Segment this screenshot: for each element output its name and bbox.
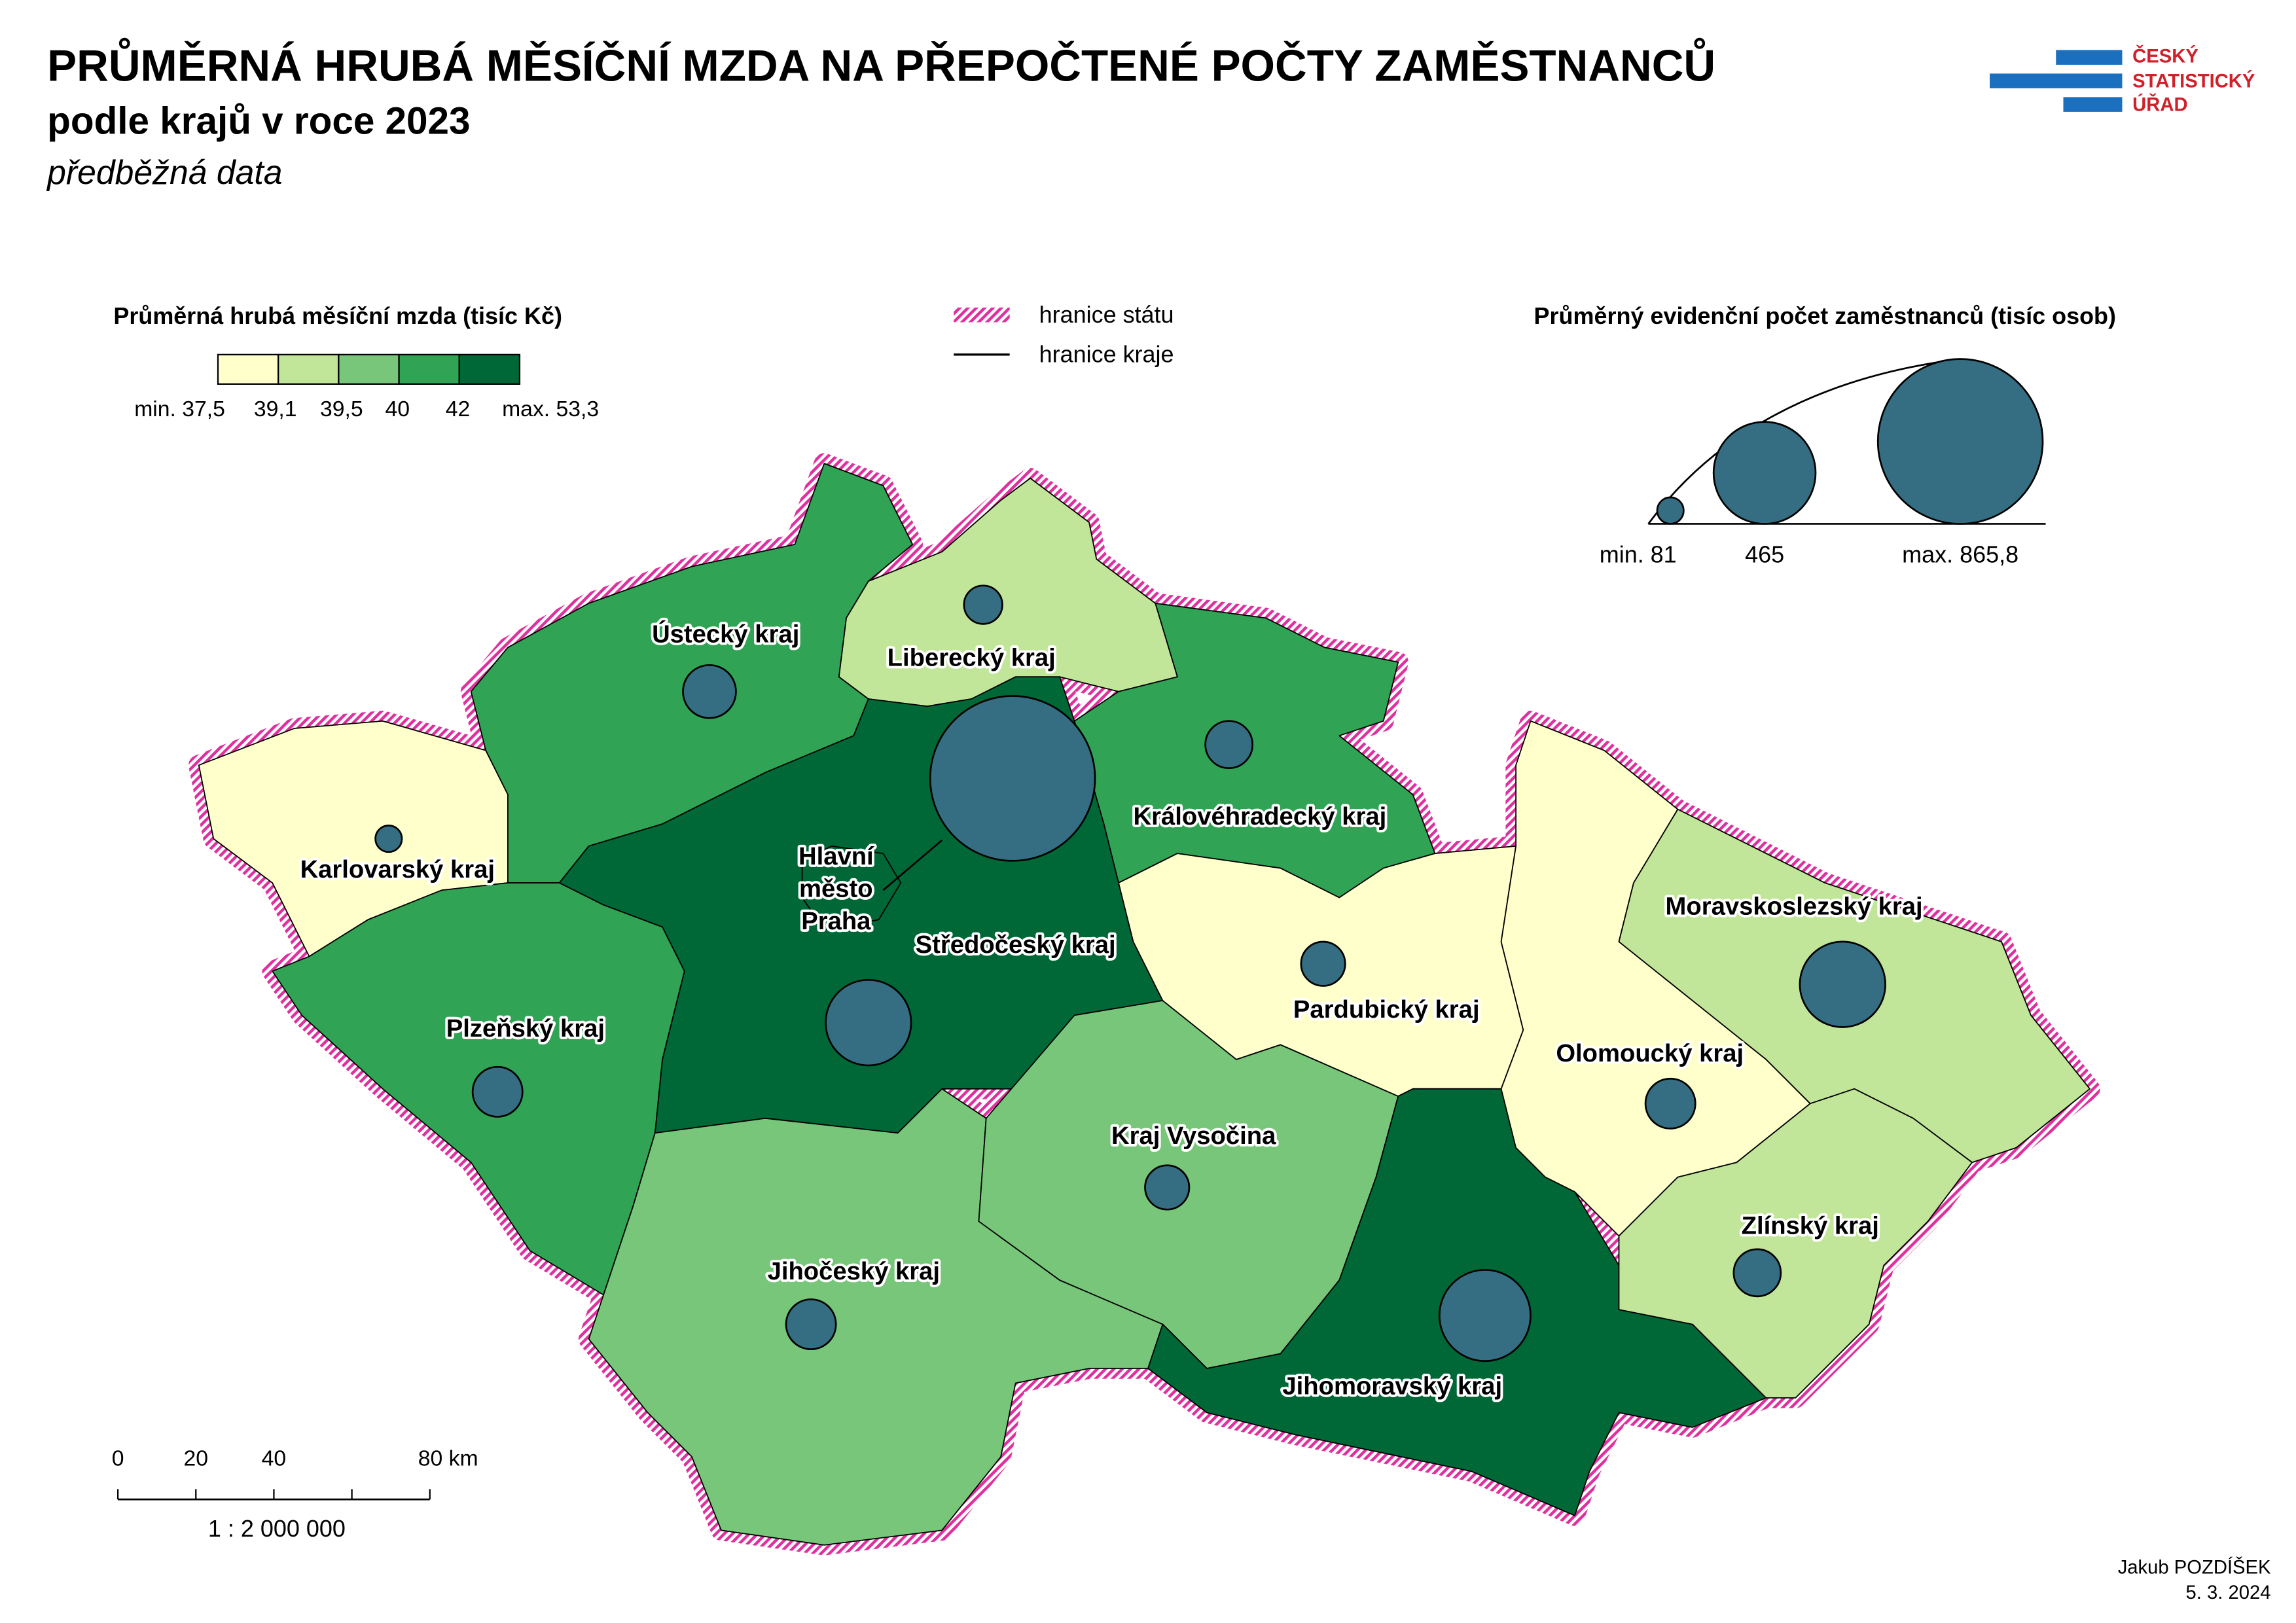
legend-label: 39,5 [320, 397, 363, 421]
region-labels: Karlovarský kraj Ústecký kraj Liberecký kr… [298, 584, 1926, 1402]
state-border-swatch [954, 307, 1010, 323]
leader-line [882, 839, 943, 891]
logo-bar [1990, 73, 2123, 88]
employee-bubble [1732, 1248, 1782, 1298]
legend-label: max. 53,3 [502, 397, 599, 421]
size-legend-circle [1876, 358, 2044, 525]
region-label: Zlínský kraj [1742, 1211, 1879, 1240]
region-label: Plzeňský kraj [446, 1014, 605, 1043]
region-label: Olomoucký kraj [1556, 1039, 1744, 1067]
scale-label: 20 [184, 1446, 209, 1471]
legend-label: 40 [386, 397, 410, 421]
region-label: Jihomoravský kraj [1282, 1372, 1502, 1400]
legend-label: hranice kraje [1039, 341, 1174, 368]
region-label: Jihočeský kraj [768, 1257, 940, 1285]
size-legend-label: 465 [1745, 541, 1784, 567]
legend-swatch [217, 353, 279, 385]
size-legend: min. 81 465 max. 865,8 [1600, 358, 2046, 567]
legend-swatch [278, 353, 340, 385]
legend-label: 39,1 [254, 397, 297, 421]
size-legend-title: Průměrný evidenční počet zaměstnanců (ti… [1534, 302, 2116, 329]
employee-bubble [1300, 940, 1346, 987]
employee-bubble [929, 695, 1096, 862]
logo: ČESKÝ STATISTICKÝ ÚŘAD [1990, 45, 2255, 116]
title: PRŮMĚRNÁ HRUBÁ MĚSÍČNÍ MZDA NA PŘEPOČTEN… [47, 38, 1715, 90]
legend-swatch [398, 353, 460, 385]
region-label: Moravskoslezský kraj [1666, 892, 1923, 920]
size-legend-curve [1647, 358, 1961, 525]
region-label: Kraj Vysočina [1111, 1122, 1276, 1150]
employee-bubble [1799, 940, 1886, 1028]
region-label: město [799, 874, 873, 902]
logo-text: STATISTICKÝ [2132, 70, 2255, 92]
region-label: Ústecký kraj [652, 619, 799, 648]
employee-bubble [963, 584, 1003, 625]
size-legend-label: max. 865,8 [1902, 541, 2018, 567]
date: 5. 3. 2024 [2186, 1582, 2271, 1603]
region [1618, 1088, 1973, 1399]
region-label: Pardubický kraj [1293, 995, 1480, 1024]
employee-bubble [1144, 1164, 1191, 1211]
employee-bubble [1438, 1269, 1532, 1363]
scale-label: 40 [262, 1446, 287, 1471]
scale-label: 80 km [418, 1446, 478, 1471]
region-label: Hlavní [798, 842, 874, 870]
legend-label: min. 37,5 [134, 397, 225, 421]
employee-bubble [785, 1298, 837, 1351]
employee-bubble [1644, 1077, 1696, 1130]
region-label: Královéhradecký kraj [1134, 802, 1387, 830]
size-legend-circle [1712, 421, 1817, 525]
region-label: Liberecký kraj [888, 643, 1056, 671]
subtitle: podle krajů v roce 2023 [47, 99, 470, 142]
employee-bubble [682, 664, 737, 719]
logo-bar [2063, 97, 2123, 112]
wage-legend: min. 37,5 39,1 39,5 40 42 max. 53,3 [134, 353, 599, 421]
size-legend-label: min. 81 [1600, 541, 1677, 567]
region-label: Karlovarský kraj [300, 855, 495, 883]
employee-bubble [471, 1065, 524, 1118]
legend-label: 42 [446, 397, 471, 421]
note: předběžná data [46, 153, 282, 191]
employee-bubble [1204, 720, 1254, 770]
scale-ratio: 1 : 2 000 000 [208, 1515, 346, 1542]
logo-text: ÚŘAD [2132, 94, 2187, 116]
scale-bar: 0 20 40 80 km 1 : 2 000 000 [112, 1446, 478, 1542]
border-legend: hranice státu hranice kraje [954, 301, 1174, 368]
region-label: Praha [801, 907, 871, 935]
legend-swatch [338, 353, 400, 385]
logo-text: ČESKÝ [2132, 45, 2198, 67]
region [588, 1088, 1164, 1546]
wage-legend-title: Průměrná hrubá měsíční mzda (tisíc Kč) [113, 302, 562, 329]
legend-swatch [458, 353, 521, 385]
logo-bar [2056, 50, 2123, 65]
employee-bubble [374, 825, 403, 853]
region [801, 845, 902, 931]
scale-label: 0 [112, 1446, 124, 1471]
region-label: Středočeský kraj [916, 931, 1116, 959]
legend-label: hranice státu [1039, 301, 1174, 328]
size-legend-circle [1656, 496, 1685, 525]
employee-bubble [825, 978, 912, 1067]
author: Jakub POZDÍŠEK [2118, 1556, 2271, 1578]
